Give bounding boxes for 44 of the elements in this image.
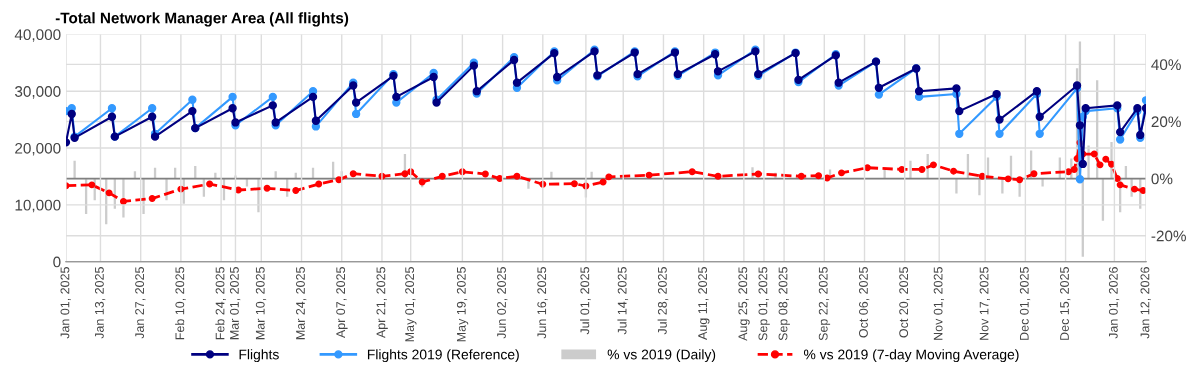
x-tick-label: May 19, 2025 — [456, 267, 469, 342]
legend-label: % vs 2019 (7-day Moving Average) — [804, 349, 1019, 363]
legend-label: Flights 2019 (Reference) — [367, 349, 519, 363]
x-tick-label: Jan 13, 2025 — [94, 267, 106, 339]
y-tick-label: 40,000 — [14, 29, 61, 42]
y2-tick-label: 20% — [1151, 116, 1181, 128]
x-tick-label: Dec 15, 2025 — [1060, 267, 1071, 340]
x-tick-label: Jan 12, 2026 — [1140, 267, 1151, 339]
x-tick-label: Apr 07, 2025 — [336, 267, 348, 339]
x-tick-label: Feb 24, 2025 — [215, 267, 226, 340]
x-tick-label: Jun 16, 2025 — [537, 267, 548, 339]
x-tick-label: Jan 01, 2025 — [60, 267, 71, 339]
x-tick-label: Jun 02, 2025 — [497, 267, 508, 339]
x-tick-label: Dec 01, 2025 — [1019, 267, 1031, 340]
legend-label: Flights — [239, 349, 279, 363]
x-tick-label: Jul 01, 2025 — [580, 267, 591, 335]
x-tick-label: Jul 14, 2025 — [617, 267, 629, 335]
x-tick-label: Oct 20, 2025 — [899, 267, 910, 338]
legend-label: % vs 2019 (Daily) — [607, 349, 716, 363]
x-tick-label: Nov 17, 2025 — [979, 267, 990, 340]
x-tick-label: Feb 10, 2025 — [175, 267, 186, 340]
y-tick-label: 30,000 — [15, 86, 61, 99]
y-tick-label: 10,000 — [15, 199, 61, 213]
x-tick-label: Jan 01, 2026 — [1108, 267, 1120, 339]
y2-tick-label: -20% — [1151, 230, 1186, 242]
x-tick-label: Mar 24, 2025 — [296, 267, 307, 340]
chart-title: -Total Network Manager Area (All flights) — [55, 12, 349, 27]
x-tick-label: Nov 01, 2025 — [933, 267, 945, 340]
x-tick-label: Sep 22, 2025 — [818, 267, 831, 341]
y-tick-label: 20,000 — [15, 142, 61, 156]
x-tick-label: Jul 28, 2025 — [657, 267, 669, 335]
x-tick-label: May 01, 2025 — [405, 267, 417, 342]
x-tick-label: Aug 25, 2025 — [738, 267, 750, 341]
x-tick-label: Oct 06, 2025 — [859, 267, 870, 338]
x-tick-label: Apr 21, 2025 — [376, 267, 388, 339]
x-tick-label: Aug 11, 2025 — [698, 267, 710, 340]
y2-tick-label: 0% — [1151, 173, 1173, 185]
y2-tick-label: 40% — [1151, 59, 1181, 71]
x-tick-label: Jan 27, 2025 — [135, 267, 146, 339]
x-tick-label: Sep 08, 2025 — [778, 267, 790, 341]
x-tick-label: Mar 01, 2025 — [229, 267, 241, 340]
y-tick-label: 0 — [53, 256, 61, 268]
x-tick-label: Sep 01, 2025 — [758, 267, 770, 341]
x-tick-label: Mar 10, 2025 — [255, 267, 267, 340]
